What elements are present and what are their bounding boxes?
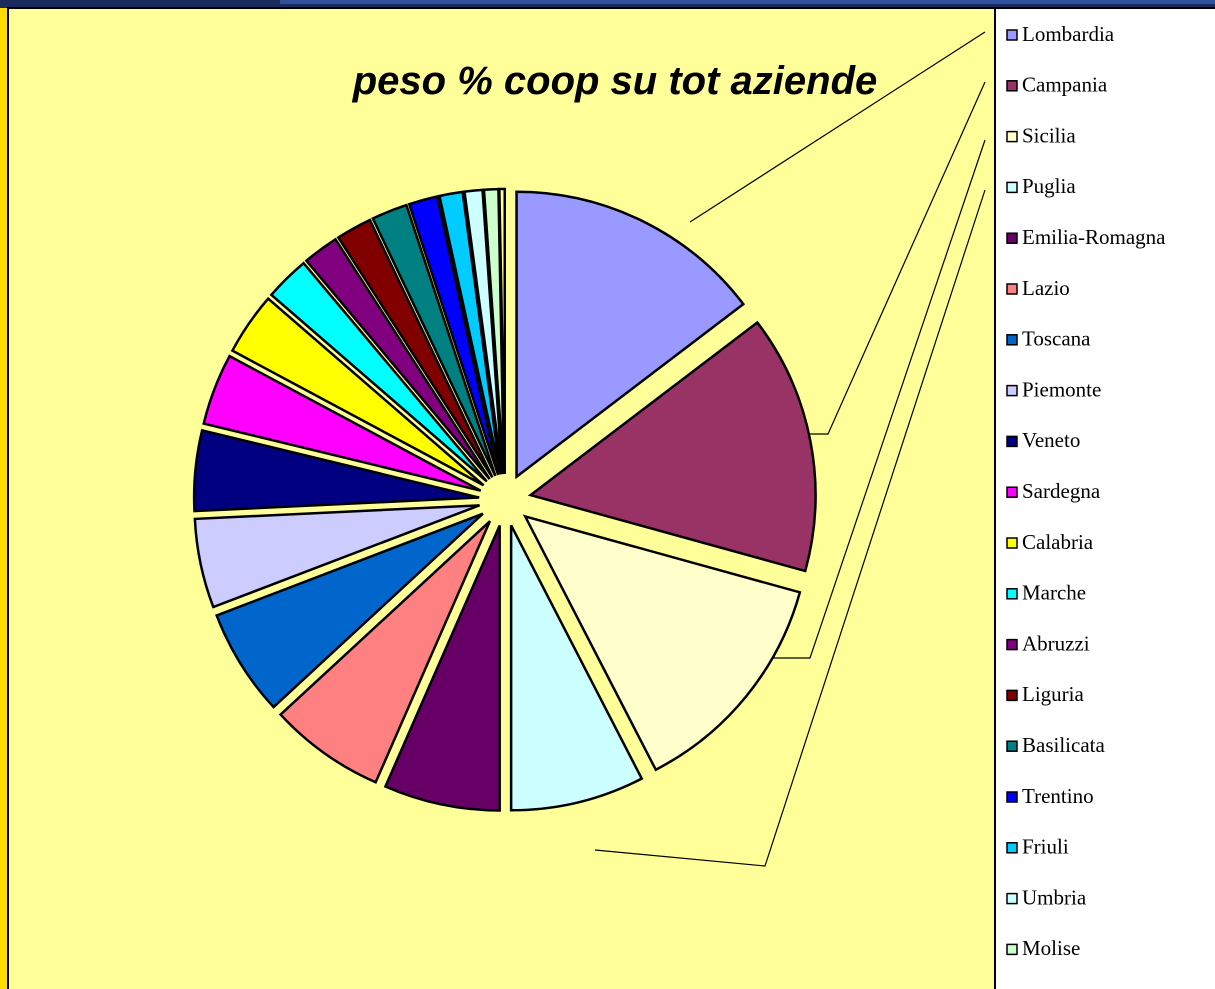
pie-slice	[215, 512, 484, 709]
legend-box	[994, 7, 1215, 989]
legend-swatch	[1006, 892, 1018, 905]
pie-slice	[383, 524, 501, 812]
legend-label: Valle d'Aosta	[1022, 987, 1134, 989]
legend-label: Basilicata	[1022, 733, 1105, 757]
legend-label: Sicilia	[1022, 123, 1076, 147]
legend-label: Sardegna	[1022, 479, 1101, 503]
legend-swatch	[1006, 588, 1018, 600]
pie-slice	[278, 520, 492, 784]
legend-swatch	[1006, 842, 1018, 854]
pie-slice	[437, 190, 502, 475]
chart-title: peso % coop su tot aziende	[352, 59, 878, 103]
legend-swatch	[1006, 943, 1018, 956]
legend-swatch	[1006, 283, 1018, 295]
legend-swatch	[1006, 791, 1018, 803]
pie-slice	[192, 428, 480, 513]
legend-swatch	[1006, 130, 1018, 143]
legend-swatch	[1006, 435, 1018, 448]
legend-label: Marche	[1022, 581, 1086, 605]
pie-slice	[336, 218, 494, 478]
legend-label: Campania	[1022, 73, 1108, 97]
legend-swatch	[1006, 232, 1018, 244]
legend-label: Trentino	[1022, 784, 1094, 808]
legend-label: Calabria	[1022, 530, 1094, 554]
legend-swatch	[1006, 638, 1018, 651]
legend-label: Veneto	[1022, 428, 1080, 452]
pie-slice	[509, 524, 644, 812]
legend-label: Umbria	[1022, 885, 1087, 909]
pie-slice	[515, 190, 746, 480]
leader-line	[762, 139, 986, 659]
legend-swatch	[1006, 80, 1018, 92]
pie-slice	[463, 188, 504, 475]
leader-line	[689, 31, 986, 223]
legend-swatch	[1006, 537, 1018, 549]
pie-slice	[193, 504, 480, 609]
pie-slice	[498, 187, 507, 475]
leader-line	[594, 189, 986, 867]
legend-swatch	[1006, 334, 1018, 346]
legend-label: Lazio	[1022, 276, 1070, 300]
plot-area	[7, 7, 996, 989]
pie-slice	[371, 203, 497, 477]
legend-swatch	[1006, 689, 1018, 702]
pie-slice	[527, 320, 817, 573]
legend-label: Emilia-Romagna	[1022, 225, 1166, 249]
left-edge	[0, 8, 8, 989]
legend-label: Lombardia	[1022, 22, 1115, 46]
legend-label: Abruzzi	[1022, 631, 1090, 655]
legend-swatch	[1006, 29, 1018, 41]
pie-slice	[522, 514, 802, 772]
legend-swatch	[1006, 181, 1018, 194]
pie-slice	[304, 237, 491, 480]
legend-label: Friuli	[1022, 835, 1069, 859]
legend-label: Piemonte	[1022, 377, 1101, 401]
legend-label: Toscana	[1022, 327, 1091, 351]
legend-label: Puglia	[1022, 174, 1076, 198]
legend-swatch	[1006, 384, 1018, 397]
legend-swatch	[1006, 740, 1018, 752]
legend-label: Molise	[1022, 936, 1080, 960]
pie-slice	[230, 296, 485, 487]
legend-swatch	[1006, 486, 1018, 498]
pie-slice	[202, 354, 482, 492]
pie-slice	[407, 195, 500, 476]
legend-label: Liguria	[1022, 682, 1084, 706]
pie-slice	[269, 261, 488, 483]
top-bar-accent	[280, 0, 1215, 4]
